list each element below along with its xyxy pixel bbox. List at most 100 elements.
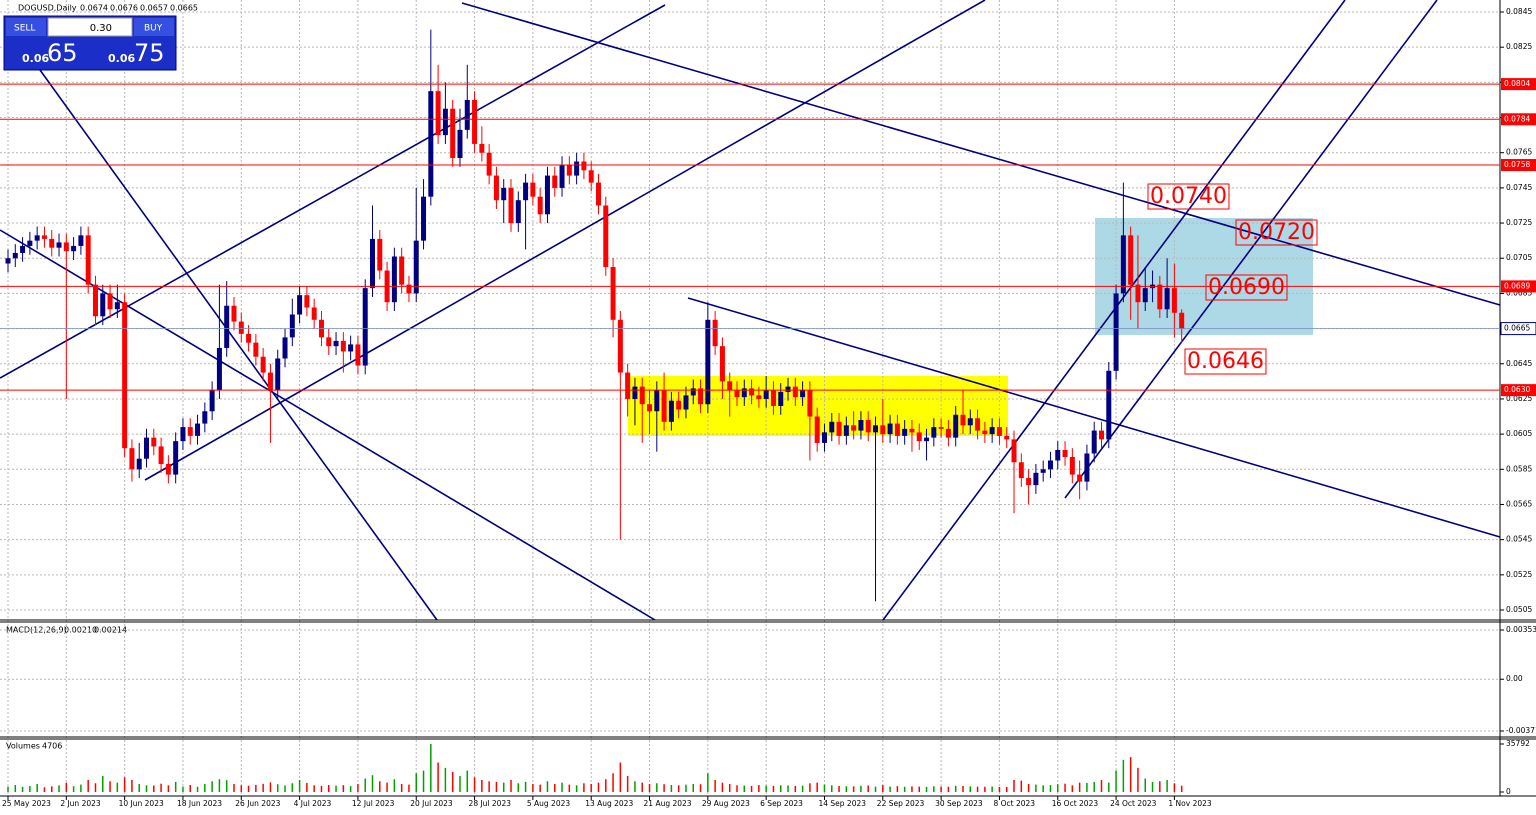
header-symbol: DOGUSD,Daily: [18, 4, 77, 13]
candle-body: [34, 235, 40, 241]
lot-value[interactable]: 0.30: [90, 23, 112, 34]
candle-body: [595, 182, 601, 206]
candle-body: [486, 152, 492, 176]
last-price-label: 0.0665: [1504, 324, 1530, 333]
candle-body: [165, 464, 171, 475]
candle-body: [216, 347, 222, 391]
candle-body: [1106, 370, 1112, 440]
candle-body: [1004, 435, 1010, 440]
candle-body: [355, 344, 361, 366]
buy-price-pips[interactable]: 75: [134, 39, 165, 67]
candle-body: [71, 245, 77, 252]
annotation: 0.0690: [1208, 275, 1285, 300]
candle-body: [821, 432, 827, 443]
plot: [5, 29, 1185, 602]
candle-body: [792, 386, 798, 398]
candle-body: [756, 395, 762, 399]
candle-body: [493, 175, 499, 201]
annotation-box: [1235, 219, 1318, 246]
candle-body: [1142, 288, 1148, 303]
candle-body: [1077, 474, 1083, 482]
sell-label[interactable]: SELL: [14, 24, 35, 34]
y-tick-label: 0.0605: [1506, 429, 1532, 438]
sell-price-big[interactable]: 0.06: [22, 52, 49, 65]
level-tag-label: 0.0630: [1504, 385, 1530, 394]
volume-title: Volumes: [6, 742, 40, 751]
candle-body: [705, 319, 711, 405]
trendline: [1064, 0, 1438, 499]
trendline: [39, 69, 438, 621]
header-ohlc: 0.0657: [140, 4, 168, 13]
buy-price-big[interactable]: 0.06: [108, 52, 135, 65]
level-tag-label: 0.0804: [1504, 79, 1530, 88]
candle-body: [1113, 293, 1119, 371]
candle-body: [1018, 462, 1024, 479]
candle-body: [559, 165, 565, 188]
candle-body: [136, 458, 142, 470]
candle-body: [421, 196, 427, 241]
candle-body: [311, 307, 317, 320]
candle-body: [566, 165, 572, 176]
candle-body: [275, 358, 281, 391]
candle-body: [975, 418, 981, 431]
candle-body: [719, 346, 725, 382]
level-tag: [1501, 78, 1536, 91]
sell-button[interactable]: [6, 18, 46, 36]
candle-body: [362, 288, 368, 366]
y-tick-label: 0.0705: [1506, 253, 1532, 262]
candle-body: [435, 91, 441, 136]
candle-body: [953, 414, 959, 438]
candle-body: [873, 425, 879, 433]
annotation-box: [1205, 274, 1288, 301]
candle-body: [661, 390, 667, 422]
candle-body: [428, 91, 434, 197]
candle-body: [938, 427, 944, 429]
candle-body: [574, 161, 580, 176]
candle-body: [253, 342, 259, 357]
candle-body: [413, 240, 419, 294]
candle-body: [1033, 472, 1039, 486]
candle-body: [1055, 449, 1061, 461]
x-tick-label: 8 Oct 2023: [993, 799, 1035, 808]
candle-body: [523, 182, 529, 201]
x-tick-label: 21 Aug 2023: [644, 799, 692, 808]
candle-body: [647, 404, 653, 412]
lot-input[interactable]: [47, 17, 133, 37]
y-tick-label: 0.0845: [1506, 7, 1532, 16]
candle-body: [100, 293, 106, 317]
candle-body: [173, 441, 179, 475]
y-tick-label: 0.0645: [1506, 359, 1532, 368]
candle-body: [78, 235, 84, 246]
candle-body: [85, 235, 91, 285]
candle-body: [668, 400, 674, 422]
candle-body: [1062, 449, 1068, 457]
candle-body: [778, 391, 784, 406]
candle-body: [654, 390, 660, 412]
y-tick-label: 0.0565: [1506, 499, 1532, 508]
candle-body: [996, 427, 1002, 436]
x-tick-label: 6 Sep 2023: [760, 799, 803, 808]
candle-body: [617, 319, 623, 373]
candle-body: [807, 390, 813, 417]
candle-body: [209, 390, 215, 412]
candle-body: [195, 423, 201, 436]
candle-body: [945, 428, 951, 438]
candle-body: [1069, 456, 1075, 475]
y-tick-label: 0.0505: [1506, 605, 1532, 614]
buy-button[interactable]: [134, 18, 174, 36]
buy-label[interactable]: BUY: [144, 24, 163, 34]
annotation-box: [1147, 183, 1230, 210]
sell-price-pips[interactable]: 65: [47, 39, 78, 67]
grid: [0, 0, 1500, 796]
candle-body: [858, 420, 864, 431]
y-tick-label: -0.00371: [1506, 726, 1536, 735]
candle-body: [114, 302, 120, 310]
candle-body: [916, 432, 922, 442]
candle-body: [56, 242, 62, 248]
candle-body: [829, 421, 835, 433]
trendline: [687, 297, 1501, 538]
y-tick-label: 0.0585: [1506, 464, 1532, 473]
y-tick-label: 0.0545: [1506, 535, 1532, 544]
candle-body: [479, 143, 485, 153]
